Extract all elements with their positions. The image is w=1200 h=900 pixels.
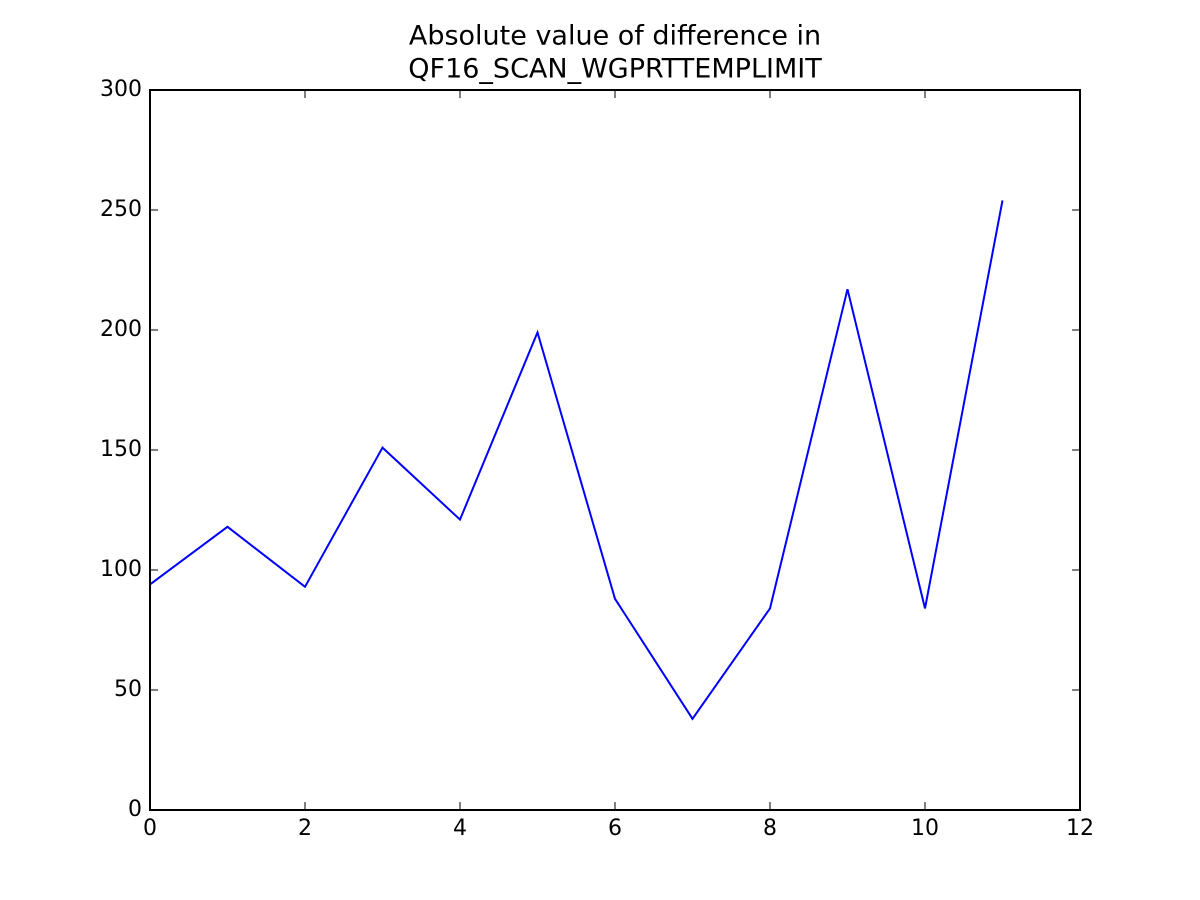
- x-tick-label: 0: [143, 816, 157, 841]
- plot-frame: [149, 89, 1081, 811]
- x-tick-label: 12: [1066, 816, 1094, 841]
- x-tick-label: 2: [298, 816, 312, 841]
- y-tick-label: 0: [128, 797, 142, 822]
- y-tick-label: 100: [100, 557, 142, 582]
- x-tick-label: 4: [453, 816, 467, 841]
- y-tick-label: 150: [100, 437, 142, 462]
- x-tick-label: 6: [608, 816, 622, 841]
- x-tick-label: 8: [763, 816, 777, 841]
- chart-title: Absolute value of difference in: [409, 21, 821, 52]
- x-tick-label: 10: [911, 816, 939, 841]
- y-tick-label: 250: [100, 197, 142, 222]
- y-tick-label: 300: [100, 77, 142, 102]
- y-tick-label: 50: [114, 677, 142, 702]
- data-line: [149, 200, 1004, 721]
- y-tick-label: 200: [100, 317, 142, 342]
- chart-title: QF16_SCAN_WGPRTTEMPLIMIT: [408, 54, 822, 85]
